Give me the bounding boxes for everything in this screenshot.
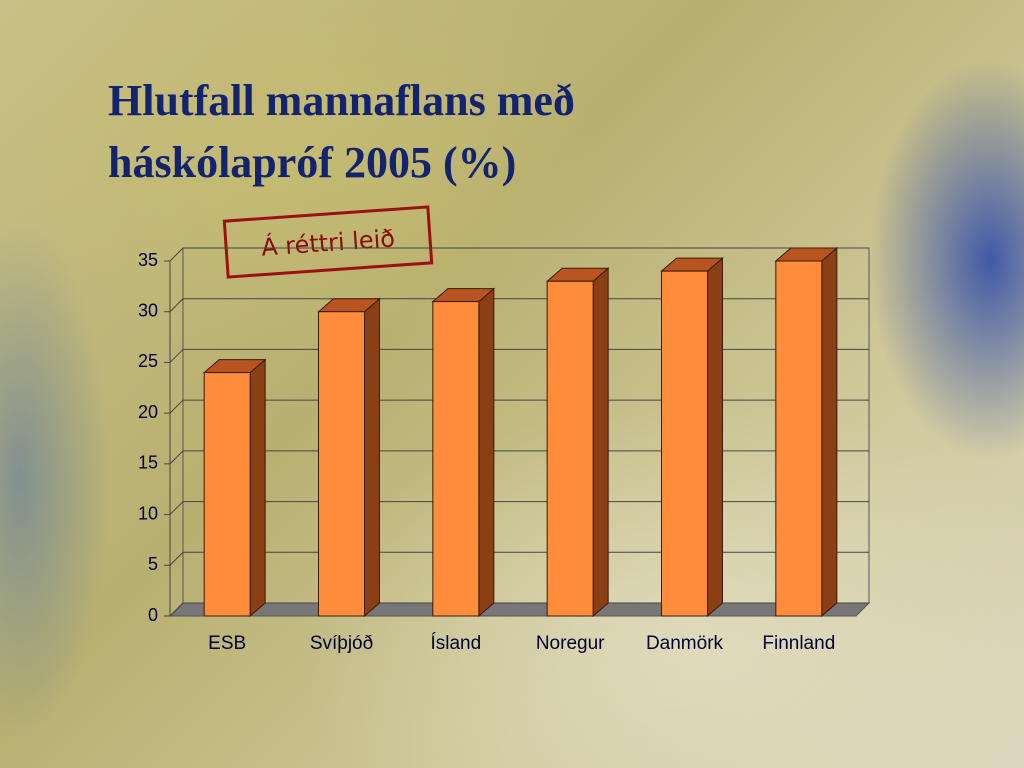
bar-side [478,287,495,618]
bar-side [707,257,723,618]
grid-line-side [169,551,184,566]
bar [546,280,594,617]
y-tick-label: 35 [138,250,158,270]
back-wall [182,247,870,604]
grid-line-side [169,450,184,465]
x-tick-label: Danmörk [646,633,724,654]
grid-line-side [169,501,184,515]
bar [775,260,823,617]
y-tick-label: 30 [138,300,158,320]
floor [168,602,871,617]
x-tick-label: Svíþjóð [310,633,373,654]
grid-line-side [169,602,184,617]
y-tick-label: 10 [138,503,158,523]
y-tick-label: 5 [148,554,158,574]
bar-side [249,358,266,618]
bar-side [821,246,838,618]
grid-line-side [169,298,184,313]
title-line: háskólapróf 2005 (%) [108,138,516,187]
x-tick-label: Finnland [762,633,835,654]
y-tick-label: 25 [138,351,158,371]
bar [661,270,708,617]
bar [432,301,480,617]
annotation: Á réttri leið [260,223,396,261]
annotation-box: Á réttri leið [222,205,434,279]
grid-line-side [169,349,184,363]
bar-side [364,297,380,618]
grid-line-side [169,247,184,262]
y-tick-label: 0 [148,605,158,625]
y-tick-label: 15 [138,453,158,473]
bar-side [592,267,609,618]
grid-line-side [169,399,184,414]
annotation-border [222,205,434,279]
x-tick-label: ESB [208,633,246,654]
title-line: Hlutfall mannaflans með [108,76,575,125]
x-tick-label: Ísland [430,633,481,654]
bar [203,372,251,617]
bar [318,311,365,617]
x-tick-label: Noregur [536,633,605,654]
y-tick-label: 20 [138,402,158,422]
